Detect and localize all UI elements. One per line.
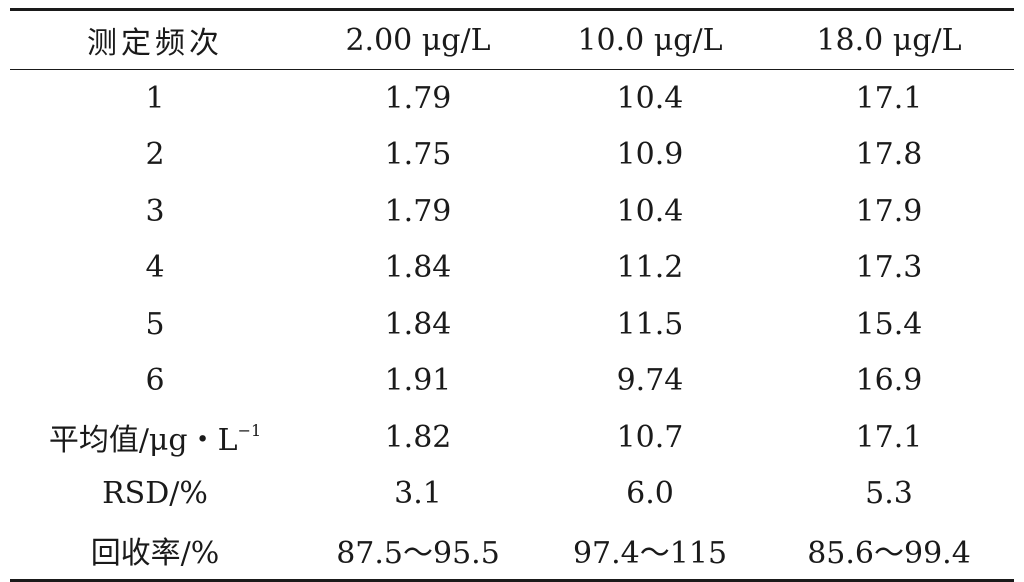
table-cell: 17.1 <box>855 80 923 116</box>
table-cell: 87.5～95.5 <box>336 536 500 572</box>
table-cell: 11.2 <box>616 250 684 286</box>
header-measurement-count: 测定频次 <box>87 26 223 61</box>
table-row: 5 1.84 11.5 15.4 <box>10 296 1014 353</box>
row-label: 2 <box>145 137 165 173</box>
row-label: 1 <box>145 80 165 116</box>
table-cell: 1.79 <box>384 80 452 116</box>
data-table-container: 测定频次 2.00 μg/L 10.0 μg/L 18.0 μg/L 1 1.7… <box>10 8 1014 580</box>
table-cell: 1.84 <box>384 306 452 342</box>
table-cell: 17.3 <box>855 250 923 286</box>
row-label: RSD/% <box>102 476 208 512</box>
table-cell: 1.79 <box>384 193 452 229</box>
table-cell: 3.1 <box>394 476 442 512</box>
table-cell: 10.4 <box>616 80 684 116</box>
rsd-row: RSD/% 3.1 6.0 5.3 <box>10 466 1014 523</box>
table-cell: 10.9 <box>616 137 684 173</box>
table-cell: 1.75 <box>384 137 452 173</box>
table-row: 3 1.79 10.4 17.9 <box>10 183 1014 240</box>
table-cell: 1.84 <box>384 250 452 286</box>
table-cell: 1.82 <box>384 419 452 455</box>
row-label: 3 <box>145 193 165 229</box>
table-cell: 6.0 <box>626 476 674 512</box>
table-cell: 10.4 <box>616 193 684 229</box>
header-conc-18: 18.0 μg/L <box>816 22 962 58</box>
table-cell: 17.9 <box>855 193 923 229</box>
table-cell: 97.4～115 <box>572 536 728 572</box>
table-row: 6 1.91 9.74 16.9 <box>10 353 1014 410</box>
table-cell: 9.74 <box>616 363 684 399</box>
table-cell: 17.8 <box>855 137 923 173</box>
row-label-mean: 平均值/μg・L−1 <box>10 409 300 466</box>
table-cell: 15.4 <box>855 306 923 342</box>
table-row: 4 1.84 11.2 17.3 <box>10 240 1014 297</box>
recovery-row: 回收率/% 87.5～95.5 97.4～115 85.6～99.4 <box>10 522 1014 580</box>
table-cell: 85.6～99.4 <box>807 536 971 572</box>
row-label: 回收率/% <box>90 536 220 572</box>
mean-label-text: 平均值/μg・L <box>48 423 238 459</box>
table-cell: 1.91 <box>384 363 452 399</box>
row-label: 5 <box>145 306 165 342</box>
table-cell: 5.3 <box>865 476 913 512</box>
table-cell: 11.5 <box>616 306 684 342</box>
table-cell: 16.9 <box>855 363 923 399</box>
table-cell: 10.7 <box>616 419 684 455</box>
mean-row: 平均值/μg・L−1 1.82 10.7 17.1 <box>10 409 1014 466</box>
header-conc-10: 10.0 μg/L <box>577 22 723 58</box>
header-row: 测定频次 2.00 μg/L 10.0 μg/L 18.0 μg/L <box>10 9 1014 70</box>
mean-unit-superscript: −1 <box>237 421 262 441</box>
table-cell: 17.1 <box>855 419 923 455</box>
recovery-table: 测定频次 2.00 μg/L 10.0 μg/L 18.0 μg/L 1 1.7… <box>10 8 1014 582</box>
header-conc-2: 2.00 μg/L <box>345 22 491 58</box>
table-row: 1 1.79 10.4 17.1 <box>10 70 1014 127</box>
table-row: 2 1.75 10.9 17.8 <box>10 127 1014 184</box>
row-label: 6 <box>145 363 165 399</box>
row-label: 4 <box>145 250 165 286</box>
